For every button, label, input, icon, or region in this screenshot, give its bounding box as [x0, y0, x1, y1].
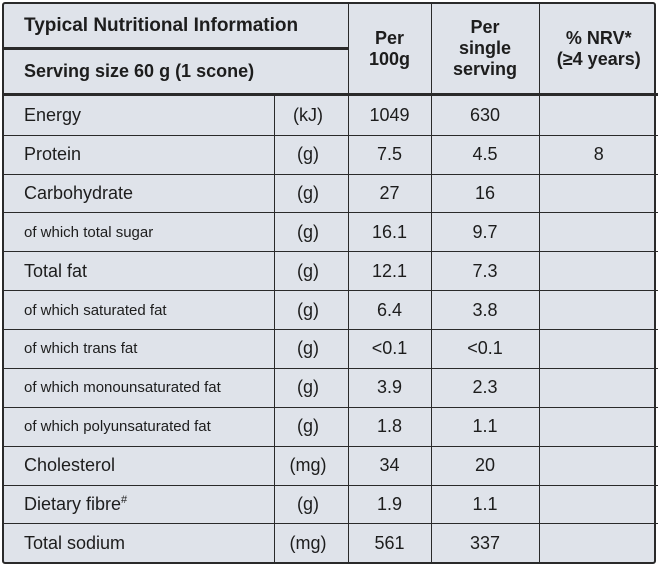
value-nrv	[538, 173, 659, 214]
nutrient-name: Cholesterol	[4, 445, 275, 486]
value-per-serving: 2.3	[430, 367, 540, 408]
table-row: Cholesterol (mg) 34 20	[4, 445, 659, 486]
nutrient-name: of which polyunsaturated fat	[4, 406, 275, 447]
nutrition-table: Typical Nutritional Information Per 100g …	[4, 4, 659, 562]
nutrient-unit: (g)	[273, 134, 349, 175]
value-per-100g: 1.8	[347, 406, 432, 447]
value-per-100g: 3.9	[347, 367, 432, 408]
col-header-per-serving: Per single serving	[430, 4, 540, 96]
value-per-serving: 630	[430, 94, 540, 136]
value-per-serving: 7.3	[430, 251, 540, 292]
nutrient-name: Energy	[4, 94, 275, 136]
value-nrv	[538, 406, 659, 447]
value-per-serving: <0.1	[430, 329, 540, 369]
nutrient-unit: (g)	[273, 329, 349, 369]
table-title: Typical Nutritional Information	[4, 4, 349, 50]
nutrient-name: Carbohydrate	[4, 173, 275, 214]
nutrient-unit: (mg)	[273, 523, 349, 562]
nutrient-name: of which trans fat	[4, 329, 275, 369]
table-row: Total sodium (mg) 561 337	[4, 523, 659, 562]
value-per-100g: 12.1	[347, 251, 432, 292]
nutrient-unit: (g)	[273, 251, 349, 292]
value-nrv	[538, 523, 659, 562]
nutrient-name: of which monounsaturated fat	[4, 367, 275, 408]
value-per-100g: 7.5	[347, 134, 432, 175]
nutrient-unit: (g)	[273, 406, 349, 447]
value-per-serving: 4.5	[430, 134, 540, 175]
value-per-serving: 337	[430, 523, 540, 562]
value-nrv	[538, 367, 659, 408]
nutrient-name: Total fat	[4, 251, 275, 292]
value-per-100g: 1049	[347, 94, 432, 136]
value-per-serving: 1.1	[430, 484, 540, 525]
value-per-serving: 20	[430, 445, 540, 486]
value-nrv	[538, 212, 659, 253]
serving-size: Serving size 60 g (1 scone)	[4, 48, 349, 96]
table-row: of which trans fat (g) <0.1 <0.1	[4, 329, 659, 369]
nutrient-name: of which total sugar	[4, 212, 275, 253]
value-nrv: 8	[538, 134, 659, 175]
value-per-100g: 6.4	[347, 290, 432, 331]
nutrient-unit: (g)	[273, 484, 349, 525]
value-per-100g: 27	[347, 173, 432, 214]
table-row: of which saturated fat (g) 6.4 3.8	[4, 290, 659, 331]
value-per-serving: 1.1	[430, 406, 540, 447]
value-per-100g: 561	[347, 523, 432, 562]
value-per-serving: 9.7	[430, 212, 540, 253]
nutrient-unit: (mg)	[273, 445, 349, 486]
value-nrv	[538, 329, 659, 369]
table-row: Total fat (g) 12.1 7.3	[4, 251, 659, 292]
value-nrv	[538, 484, 659, 525]
table-row: Dietary fibre# (g) 1.9 1.1	[4, 484, 659, 525]
table-row: of which total sugar (g) 16.1 9.7	[4, 212, 659, 253]
value-per-100g: 1.9	[347, 484, 432, 525]
nutrient-rows: Energy (kJ) 1049 630 Protein (g) 7.5 4.5 8 Carboh…	[4, 94, 659, 562]
col-header-nrv: % NRV* (≥4 years)	[538, 4, 659, 96]
nutrient-name: Dietary fibre#	[4, 484, 275, 525]
nutrient-unit: (kJ)	[273, 94, 349, 136]
value-nrv	[538, 290, 659, 331]
table-row: Energy (kJ) 1049 630	[4, 94, 659, 136]
value-per-100g: <0.1	[347, 329, 432, 369]
nutrient-unit: (g)	[273, 173, 349, 214]
value-nrv	[538, 94, 659, 136]
footnote-mark: #	[121, 493, 128, 506]
value-per-100g: 16.1	[347, 212, 432, 253]
table-row: of which monounsaturated fat (g) 3.9 2.3	[4, 367, 659, 408]
nutrient-name: Total sodium	[4, 523, 275, 562]
value-nrv	[538, 251, 659, 292]
nutrient-name: of which saturated fat	[4, 290, 275, 331]
value-per-100g: 34	[347, 445, 432, 486]
nutrient-name: Protein	[4, 134, 275, 175]
value-per-serving: 16	[430, 173, 540, 214]
col-header-per-100g: Per 100g	[347, 4, 432, 96]
table-row: Protein (g) 7.5 4.5 8	[4, 134, 659, 175]
value-per-serving: 3.8	[430, 290, 540, 331]
value-nrv	[538, 445, 659, 486]
nutrient-unit: (g)	[273, 367, 349, 408]
table-row: Carbohydrate (g) 27 16	[4, 173, 659, 214]
nutrient-unit: (g)	[273, 212, 349, 253]
table-row: of which polyunsaturated fat (g) 1.8 1.1	[4, 406, 659, 447]
nutrient-unit: (g)	[273, 290, 349, 331]
